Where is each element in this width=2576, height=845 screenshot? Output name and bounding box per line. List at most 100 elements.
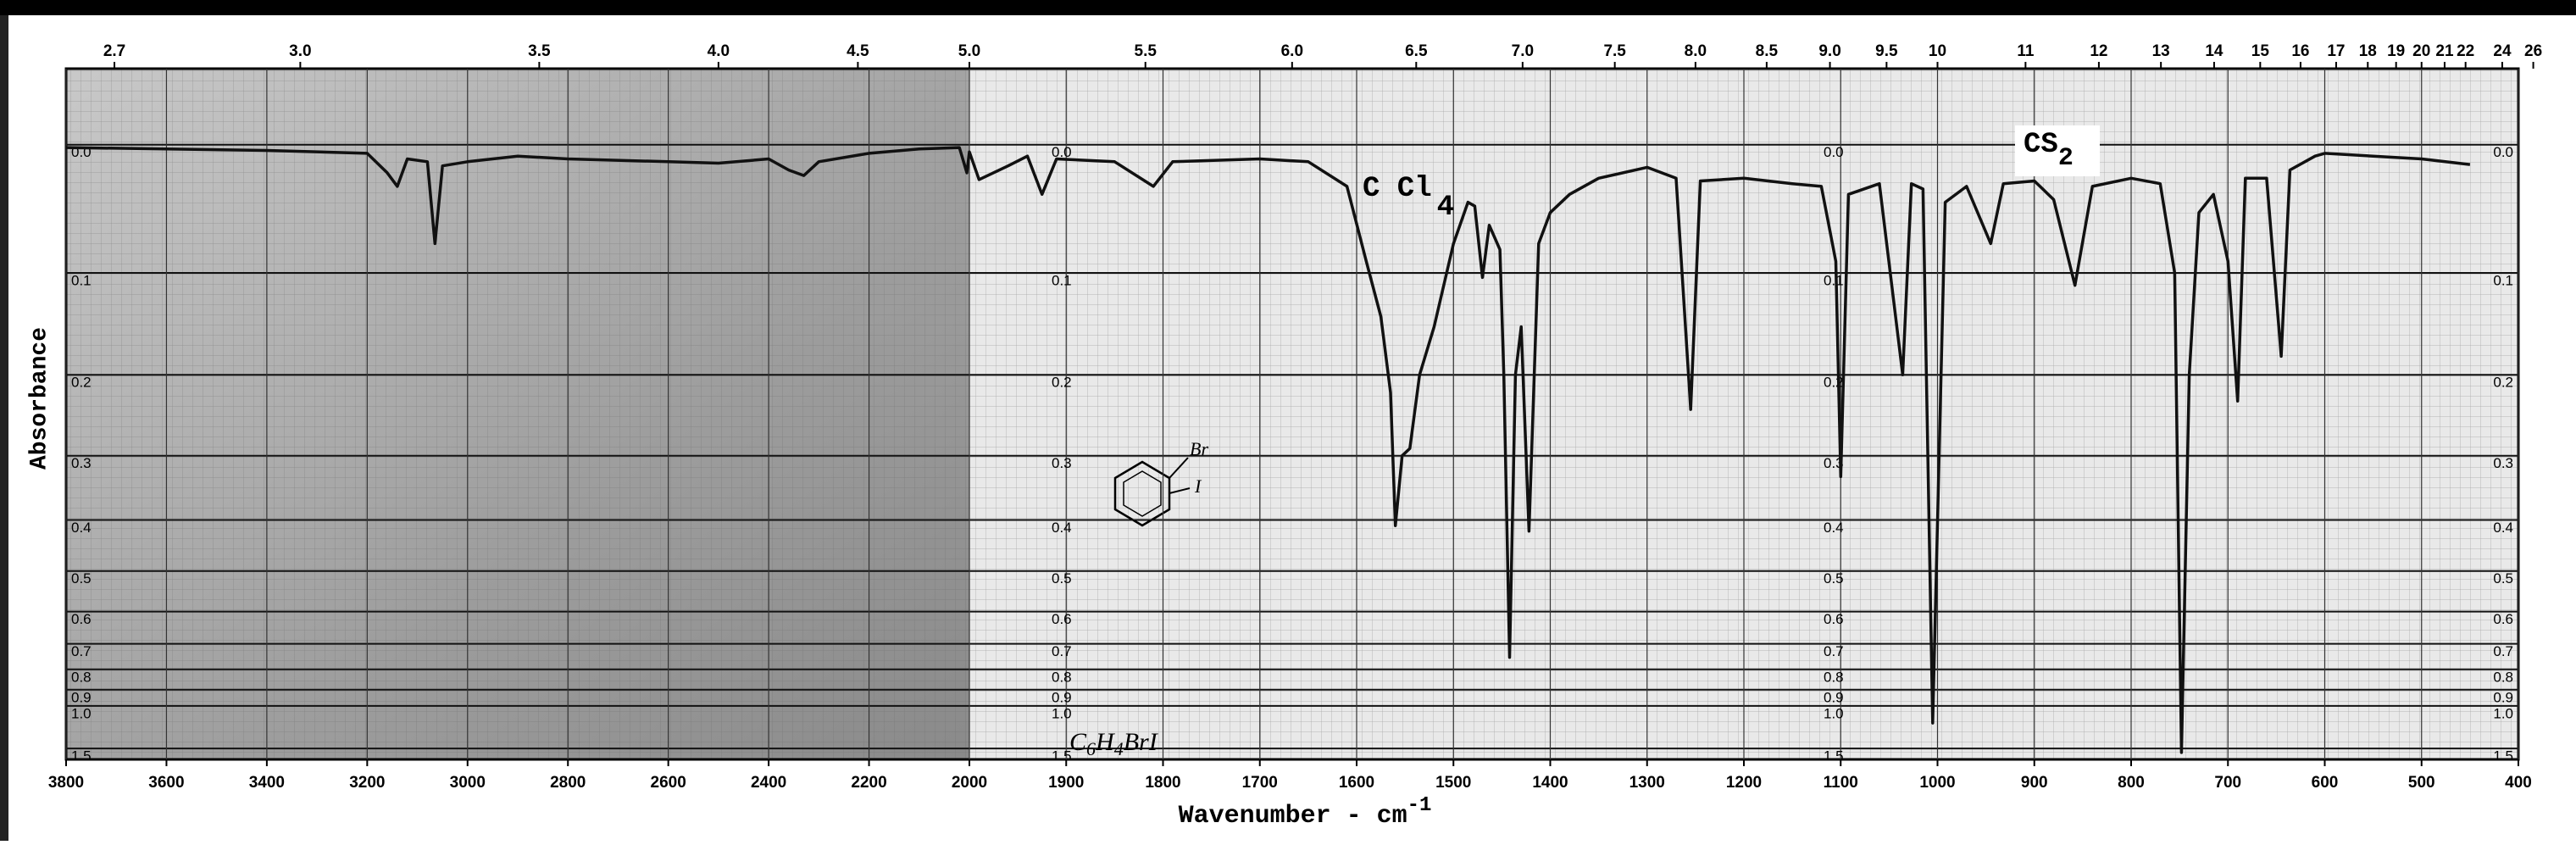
y-tick-label: 0.2 [1824,375,1844,391]
y-tick-label: 0.3 [1052,455,1072,471]
x2-tick-label: 10 [1929,42,1946,60]
y-tick-label: 1.0 [1052,705,1072,721]
y-tick-label: 0.3 [71,455,92,471]
y-tick-label: 0.1 [2493,273,2513,289]
x-tick-label: 700 [2214,774,2241,792]
x2-tick-label: 13 [2152,42,2170,60]
y-tick-label: 0.1 [1052,273,1072,289]
y-tick-label: 1.5 [1824,748,1844,764]
y-tick-label: 0.9 [71,689,92,705]
x2-tick-label: 11 [2017,42,2035,60]
x2-tick-label: 4.5 [847,42,869,60]
bond [1169,457,1189,479]
left-scan-edge [0,15,8,841]
x2-tick-label: 7.0 [1512,42,1534,60]
x2-tick-label: 20 [2412,42,2430,60]
y-tick-label: 0.0 [1824,144,1844,160]
x-tick-label: 3600 [148,774,184,792]
formula-text: C [1069,728,1087,756]
y-tick-label: 1.0 [2493,705,2513,721]
y-tick-label: 0.6 [1824,611,1844,627]
y-tick-label: 0.5 [1052,570,1072,586]
x2-tick-label: 8.5 [1756,42,1779,60]
solvent-label: CS2 [2024,129,2074,173]
y-tick-label: 1.0 [1824,705,1844,721]
spectrum-line [65,146,2471,754]
x2-tick-label: 14 [2205,42,2223,60]
formula-sub: 6 [1086,738,1096,759]
x-axis-label-text: Wavenumber - cm [1179,802,1407,831]
y-tick-label: 0.1 [1824,273,1844,289]
y-tick-label: 0.4 [71,520,92,536]
x-tick-label: 1400 [1532,774,1568,792]
y-tick-label: 0.2 [2493,375,2513,391]
x2-tick-label: 26 [2524,42,2542,60]
x2-tick-label: 16 [2291,42,2309,60]
x2-tick-label: 12 [2090,42,2107,60]
y-tick-label: 0.9 [1824,689,1844,705]
x-tick-label: 1000 [1919,774,1955,792]
formula: C6H4BrI [1069,728,1159,759]
x-tick-label: 1500 [1435,774,1471,792]
y-tick-label: 0.8 [71,669,92,685]
x2-tick-label: 22 [2457,42,2474,60]
solvent-label-sub: 4 [1437,192,1454,224]
x-tick-label: 3800 [48,774,84,792]
x-tick-label: 3000 [450,774,486,792]
y-tick-label: 0.7 [1824,643,1844,659]
x-tick-label: 1700 [1242,774,1278,792]
y-tick-label: 0.4 [1052,520,1072,536]
x2-tick-label: 7.5 [1603,42,1626,60]
y-tick-label: 0.8 [2493,669,2513,685]
x2-tick-label: 18 [2359,42,2377,60]
x-tick-label: 2200 [851,774,886,792]
x-tick-label: 800 [2118,774,2145,792]
x2-tick-label: 5.5 [1135,42,1158,60]
x-tick-label: 1900 [1048,774,1084,792]
y-tick-label: 0.6 [1052,611,1072,627]
label-box [2015,125,2100,176]
x-tick-label: 2000 [952,774,987,792]
x2-tick-label: 2.7 [103,42,125,60]
x-tick-label: 2800 [550,774,586,792]
x2-tick-label: 9.0 [1818,42,1840,60]
formula-text: H [1095,728,1116,756]
x-tick-label: 600 [2312,774,2339,792]
y-tick-label: 0.8 [1052,669,1072,685]
x2-tick-label: 4.0 [708,42,730,60]
y-tick-label: 0.3 [1824,455,1844,471]
substituent-label: Br [1190,438,1208,459]
x2-tick-label: 15 [2251,42,2270,60]
x-tick-label: 1600 [1339,774,1374,792]
fine-grid [66,69,2518,759]
y-tick-label: 0.7 [1052,643,1072,659]
y-tick-label: 0.5 [1824,570,1844,586]
y-tick-label: 0.2 [1052,375,1072,391]
structure-drawing [1113,457,1191,527]
x2-tick-label: 6.5 [1405,42,1428,60]
y-tick-label: 0.0 [1052,144,1072,160]
y-tick-label: 0.3 [2493,455,2513,471]
x2-tick-label: 19 [2387,42,2405,60]
x2-tick-label: 6.0 [1281,42,1303,60]
y-tick-label: 0.7 [71,643,92,659]
y-tick-label: 0.9 [2493,689,2513,705]
y-tick-label: 0.2 [71,375,92,391]
y-tick-label: 1.5 [71,748,92,764]
x-tick-label: 1800 [1145,774,1180,792]
top-scan-edge [0,0,2576,15]
formula-text: BrI [1124,728,1159,756]
substituent-label: I [1194,475,1202,497]
y-tick-label: 0.7 [2493,643,2513,659]
y-tick-label: 1.0 [71,705,92,721]
formula-sub: 4 [1114,738,1124,759]
x2-tick-label: 21 [2435,42,2454,60]
solvent-label-sub: 2 [2058,144,2074,173]
x-tick-label: 3200 [349,774,385,792]
solvent-label: C Cl4 [1363,173,1454,224]
benzene-inner [1123,470,1162,517]
y-tick-label: 0.8 [1824,669,1844,685]
solvent-label-text: C Cl [1363,173,1432,205]
y-axis-label: Absorbance [26,327,53,470]
